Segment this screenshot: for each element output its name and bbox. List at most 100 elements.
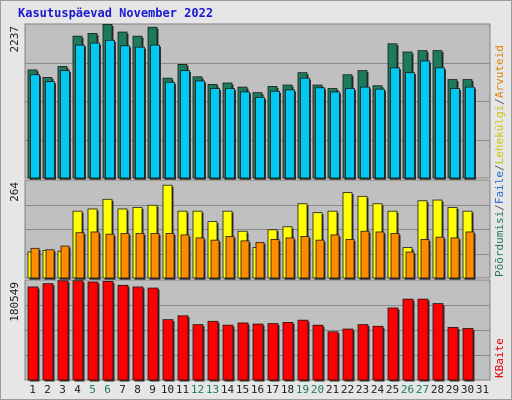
visits-bar-day-11 — [180, 234, 190, 279]
kbytes-bar-day-17 — [267, 323, 279, 381]
kbytes-bar-day-9 — [147, 287, 159, 381]
x-tick-label-11: 11 — [176, 383, 189, 396]
files-bar-day-15 — [240, 91, 250, 179]
visits-bar-day-18 — [285, 237, 295, 279]
files-bar-day-26 — [405, 72, 415, 179]
visits-bar-day-15 — [240, 240, 250, 279]
visits-bar-day-25 — [390, 233, 400, 279]
visits-bar-day-21 — [330, 234, 340, 279]
kbytes-bar-day-6 — [102, 281, 114, 381]
files-bar-day-30 — [465, 86, 475, 179]
files-bar-day-5 — [90, 42, 100, 179]
files-bar-day-13 — [210, 88, 220, 179]
visits-bar-day-7 — [120, 233, 130, 279]
x-tick-label-5: 5 — [89, 383, 96, 396]
visits-bar-day-19 — [300, 236, 310, 279]
kbytes-bar-day-4 — [72, 280, 84, 381]
x-tick-label-21: 21 — [326, 383, 339, 396]
files-bar-day-8 — [135, 46, 145, 179]
x-tick-label-25: 25 — [386, 383, 399, 396]
visits-bar-day-2 — [45, 249, 55, 279]
kbytes-bar-day-25 — [387, 307, 399, 381]
right-legend-top-part-5: Lehekülgi — [493, 105, 506, 165]
files-bar-day-18 — [285, 89, 295, 179]
x-tick-label-6: 6 — [104, 383, 111, 396]
kbytes-bar-day-3 — [57, 280, 69, 381]
x-tick-label-19: 19 — [296, 383, 309, 396]
visits-bar-day-4 — [75, 232, 85, 279]
files-bar-day-21 — [330, 91, 340, 179]
visits-bar-day-9 — [150, 233, 160, 279]
kbytes-bar-day-26 — [402, 298, 414, 381]
visits-bar-day-3 — [60, 245, 70, 279]
right-legend-top-part-2: / — [493, 204, 506, 211]
x-tick-label-1: 1 — [29, 383, 36, 396]
files-bar-day-4 — [75, 44, 85, 179]
visits-bar-day-5 — [90, 231, 100, 279]
visits-bar-day-29 — [450, 237, 460, 279]
visits-bar-day-14 — [225, 236, 235, 279]
files-bar-day-25 — [390, 67, 400, 179]
x-tick-label-7: 7 — [119, 383, 126, 396]
kbytes-bar-day-20 — [312, 324, 324, 381]
files-bar-day-2 — [45, 81, 55, 179]
kbytes-bar-day-28 — [432, 303, 444, 381]
visits-bar-day-12 — [195, 237, 205, 279]
files-bar-day-1 — [30, 74, 40, 179]
kbytes-bar-day-30 — [462, 328, 474, 381]
right-legend-top-part-7: Arvuteid — [493, 45, 506, 98]
kbytes-bar-day-24 — [372, 325, 384, 381]
visits-bar-day-17 — [270, 238, 280, 279]
kbytes-bar-day-1 — [27, 286, 39, 381]
x-tick-label-12: 12 — [191, 383, 204, 396]
x-tick-label-24: 24 — [371, 383, 385, 396]
files-bar-day-27 — [420, 60, 430, 179]
kbytes-bar-day-12 — [192, 324, 204, 381]
x-tick-label-15: 15 — [236, 383, 249, 396]
x-tick-label-2: 2 — [44, 383, 51, 396]
files-bar-day-12 — [195, 80, 205, 179]
kbytes-bar-day-2 — [42, 283, 54, 381]
visits-bar-day-13 — [210, 239, 220, 279]
x-tick-label-4: 4 — [74, 383, 81, 396]
right-legend-top-part-1: Põõrdumisi — [493, 211, 506, 277]
x-tick-label-30: 30 — [461, 383, 474, 396]
x-tick-label-28: 28 — [431, 383, 444, 396]
files-bar-day-11 — [180, 70, 190, 179]
files-bar-day-9 — [150, 44, 160, 179]
files-bar-day-24 — [375, 88, 385, 179]
visits-bar-day-24 — [375, 231, 385, 279]
visits-bar-day-30 — [465, 231, 475, 279]
kbytes-bar-day-8 — [132, 286, 144, 381]
kbytes-bar-day-14 — [222, 324, 234, 381]
x-tick-label-18: 18 — [281, 383, 294, 396]
files-bar-day-16 — [255, 97, 265, 179]
files-bar-day-14 — [225, 88, 235, 179]
visits-bar-day-6 — [105, 233, 115, 279]
right-legend-top-part-3: Faile — [493, 171, 506, 204]
kbytes-bar-day-10 — [162, 319, 174, 381]
x-tick-label-13: 13 — [206, 383, 219, 396]
kbytes-bar-day-5 — [87, 281, 99, 381]
x-tick-label-29: 29 — [446, 383, 459, 396]
right-legend-bottom-part-1: KBaite — [493, 338, 506, 378]
x-tick-label-20: 20 — [311, 383, 324, 396]
panel-max-label-1: 2237 — [8, 26, 21, 53]
kbytes-bar-day-13 — [207, 320, 219, 381]
right-legend-top-part-6: / — [493, 98, 506, 105]
x-tick-label-27: 27 — [416, 383, 429, 396]
panel-max-label-2: 264 — [8, 182, 21, 202]
files-bar-day-23 — [360, 86, 370, 179]
visits-bar-day-26 — [405, 251, 415, 279]
panel-max-label-3: 180549 — [8, 282, 21, 322]
visits-bar-day-1 — [30, 247, 40, 279]
right-legend-top: Põõrdumisi/Faile/Lehekülgi/Arvuteid — [493, 45, 506, 277]
x-tick-label-3: 3 — [59, 383, 66, 396]
kbytes-bar-day-11 — [177, 315, 189, 381]
files-bar-day-19 — [300, 77, 310, 179]
kbytes-bar-day-22 — [342, 328, 354, 381]
x-tick-label-10: 10 — [161, 383, 174, 396]
kbytes-bar-day-16 — [252, 323, 264, 381]
kbytes-bar-day-18 — [282, 321, 294, 381]
